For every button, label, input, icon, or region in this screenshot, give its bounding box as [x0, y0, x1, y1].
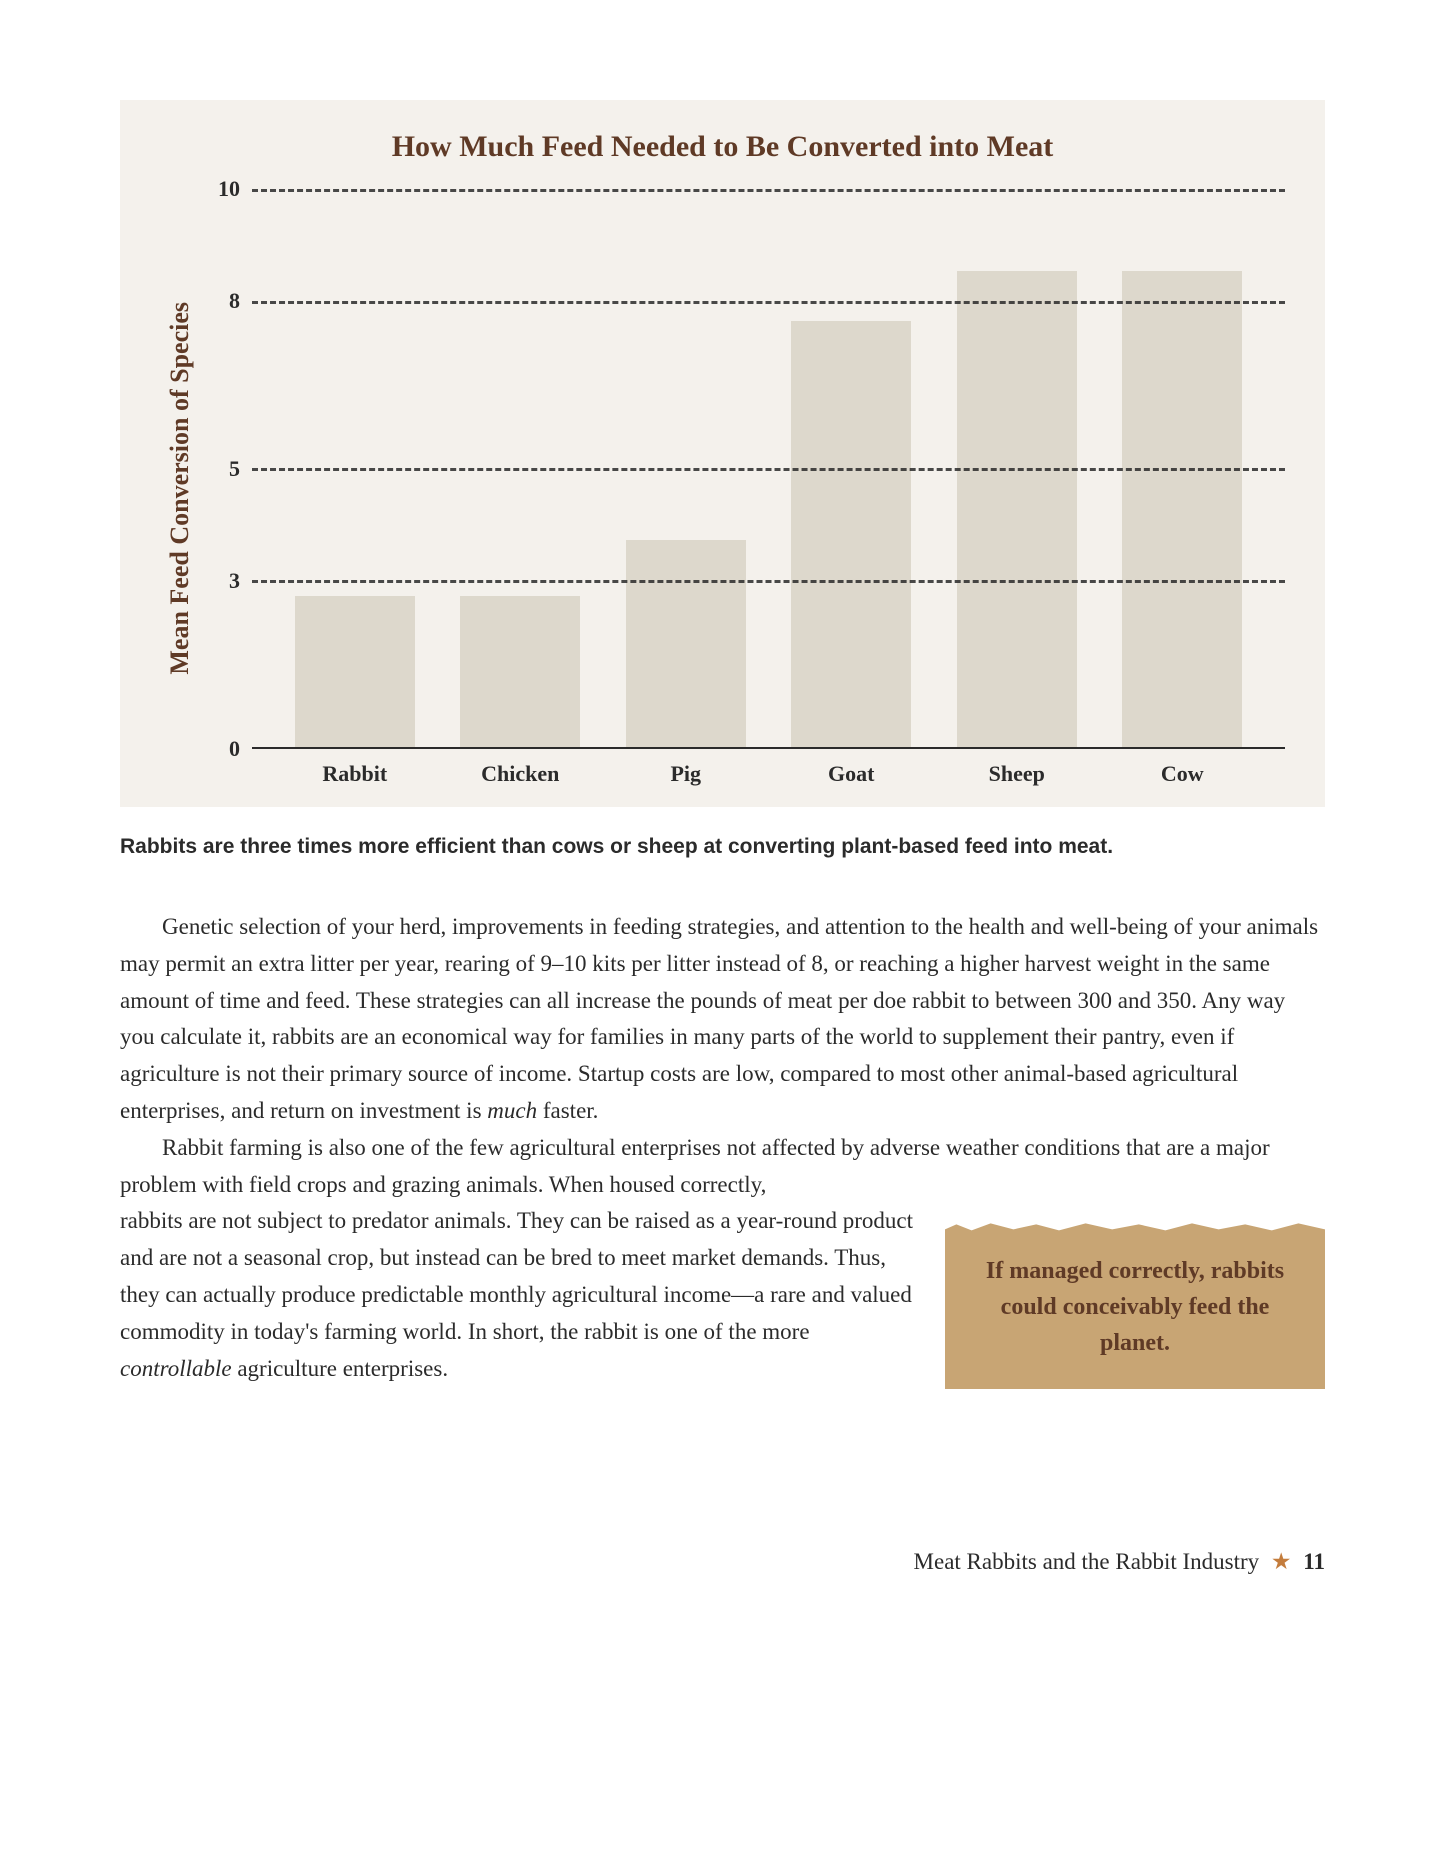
x-label: Goat: [791, 761, 911, 787]
bar-chicken: [460, 596, 580, 747]
callout-box: If managed correctly, rabbits could conc…: [945, 1221, 1325, 1389]
gridline: [252, 189, 1285, 192]
bar-goat: [791, 321, 911, 747]
bar-sheep: [957, 271, 1077, 747]
body-text: Genetic selection of your herd, improvem…: [120, 909, 1325, 1389]
x-label: Chicken: [460, 761, 580, 787]
y-tick: 3: [229, 570, 240, 592]
bar-pig: [626, 540, 746, 747]
footer-section: Meat Rabbits and the Rabbit Industry: [914, 1549, 1260, 1574]
paragraph-1: Genetic selection of your herd, improvem…: [120, 909, 1325, 1130]
bar-cow: [1122, 271, 1242, 747]
star-icon: ★: [1271, 1549, 1292, 1574]
y-axis-label: Mean Feed Conversion of Species: [160, 302, 200, 675]
y-ticks: 108530: [200, 189, 240, 749]
bar-rabbit: [295, 596, 415, 747]
x-axis-labels: Rabbit Chicken Pig Goat Sheep Cow: [252, 749, 1285, 787]
chart-caption: Rabbits are three times more efficient t…: [120, 835, 1325, 859]
page-number: 11: [1303, 1549, 1325, 1574]
y-tick: 10: [218, 178, 240, 200]
page-footer: Meat Rabbits and the Rabbit Industry ★ 1…: [120, 1549, 1325, 1575]
gridline: [252, 580, 1285, 583]
gridline: [252, 468, 1285, 471]
y-tick: 5: [229, 458, 240, 480]
feed-conversion-chart: How Much Feed Needed to Be Converted int…: [120, 100, 1325, 807]
chart-plot: [252, 189, 1285, 749]
paragraph-2: Rabbit farming is also one of the few ag…: [120, 1130, 1325, 1204]
gridline: [252, 301, 1285, 304]
x-label: Sheep: [957, 761, 1077, 787]
y-tick: 8: [229, 290, 240, 312]
x-label: Rabbit: [295, 761, 415, 787]
x-label: Pig: [626, 761, 746, 787]
x-label: Cow: [1122, 761, 1242, 787]
paragraph-3: rabbits are not subject to predator anim…: [120, 1203, 915, 1387]
chart-title: How Much Feed Needed to Be Converted int…: [160, 130, 1285, 164]
y-tick: 0: [229, 738, 240, 760]
